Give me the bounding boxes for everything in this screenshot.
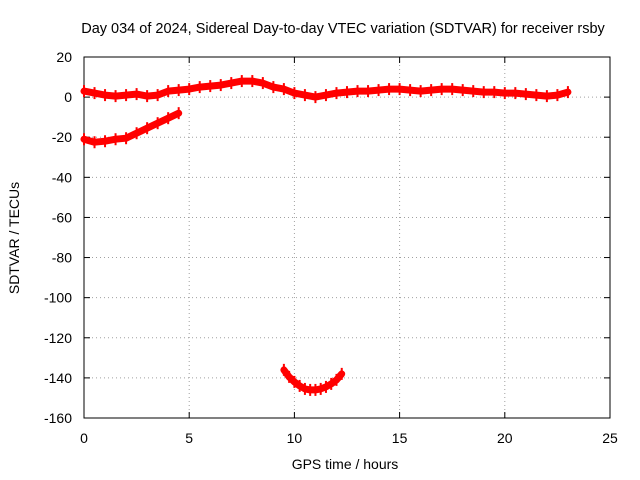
y-tick-label: -120 — [44, 330, 72, 346]
series-early-rising-segment — [80, 107, 183, 149]
x-tick-label: 25 — [602, 430, 618, 446]
data-series — [80, 75, 572, 396]
grid-lines — [84, 57, 610, 418]
x-axis-label: GPS time / hours — [292, 456, 399, 472]
plot-frame — [83, 56, 611, 419]
x-tick-label: 5 — [185, 430, 193, 446]
y-tick-label: -140 — [44, 370, 72, 386]
series-main-band — [80, 75, 572, 104]
x-tick-label: 20 — [497, 430, 513, 446]
x-tick-label: 10 — [287, 430, 303, 446]
y-tick-label: -20 — [52, 129, 72, 145]
series-deep-dip-segment — [280, 363, 346, 396]
x-tick-label: 0 — [80, 430, 88, 446]
y-tick-label: -80 — [52, 250, 72, 266]
chart-title: Day 034 of 2024, Sidereal Day-to-day VTE… — [81, 21, 605, 37]
y-tick-label: -60 — [52, 209, 72, 225]
y-tick-label: 20 — [56, 49, 72, 65]
y-tick-label: -40 — [52, 169, 72, 185]
x-tick-label: 15 — [392, 430, 408, 446]
y-tick-label: -160 — [44, 410, 72, 426]
series-band — [280, 366, 346, 394]
y-tick-label: -100 — [44, 290, 72, 306]
y-axis-label: SDTVAR / TECUs — [6, 182, 22, 294]
axis-ticks: 0 5 10 15 20 25 -160 -140 -120 -100 -80 -60 -40 -20 0 2… — [44, 49, 618, 446]
series-band — [80, 109, 183, 146]
y-tick-label: 0 — [64, 89, 72, 105]
